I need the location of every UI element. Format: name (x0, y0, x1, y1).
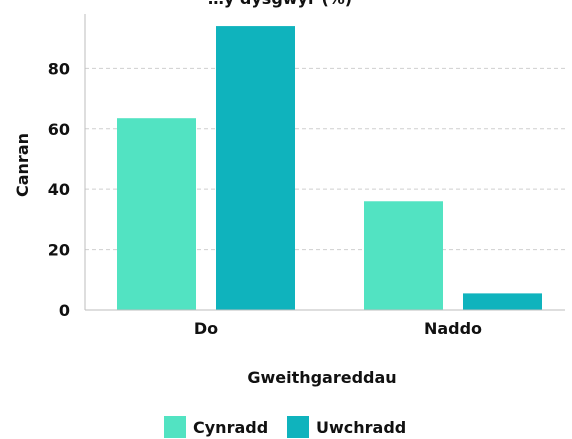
y-tick-label: 0 (59, 301, 70, 320)
bar-cynradd-naddo (364, 201, 443, 310)
x-axis-title: Gweithgareddau (247, 368, 396, 387)
x-tick-label-do: Do (194, 319, 218, 338)
legend-label-cynradd: Cynradd (193, 418, 268, 437)
legend-label-uwchradd: Uwchradd (316, 418, 406, 437)
legend-swatch-cynradd (164, 416, 186, 438)
y-tick-label: 80 (48, 59, 70, 78)
chart-title: …y dysgwyr (%) (208, 0, 352, 8)
legend: Cynradd Uwchradd (164, 416, 406, 438)
legend-swatch-uwchradd (287, 416, 309, 438)
y-tick-label: 60 (48, 120, 70, 139)
bar-uwchradd-do (216, 26, 295, 310)
bar-cynradd-do (117, 118, 196, 311)
bar-uwchradd-naddo (463, 293, 542, 310)
bars (117, 26, 542, 311)
y-tick-label: 40 (48, 180, 70, 199)
y-axis-ticks: 0 20 40 60 80 (48, 59, 70, 320)
y-axis-title: Canran (13, 133, 32, 197)
x-axis-categories: Do Naddo (194, 319, 482, 338)
y-tick-label: 20 (48, 241, 70, 260)
x-tick-label-naddo: Naddo (424, 319, 482, 338)
